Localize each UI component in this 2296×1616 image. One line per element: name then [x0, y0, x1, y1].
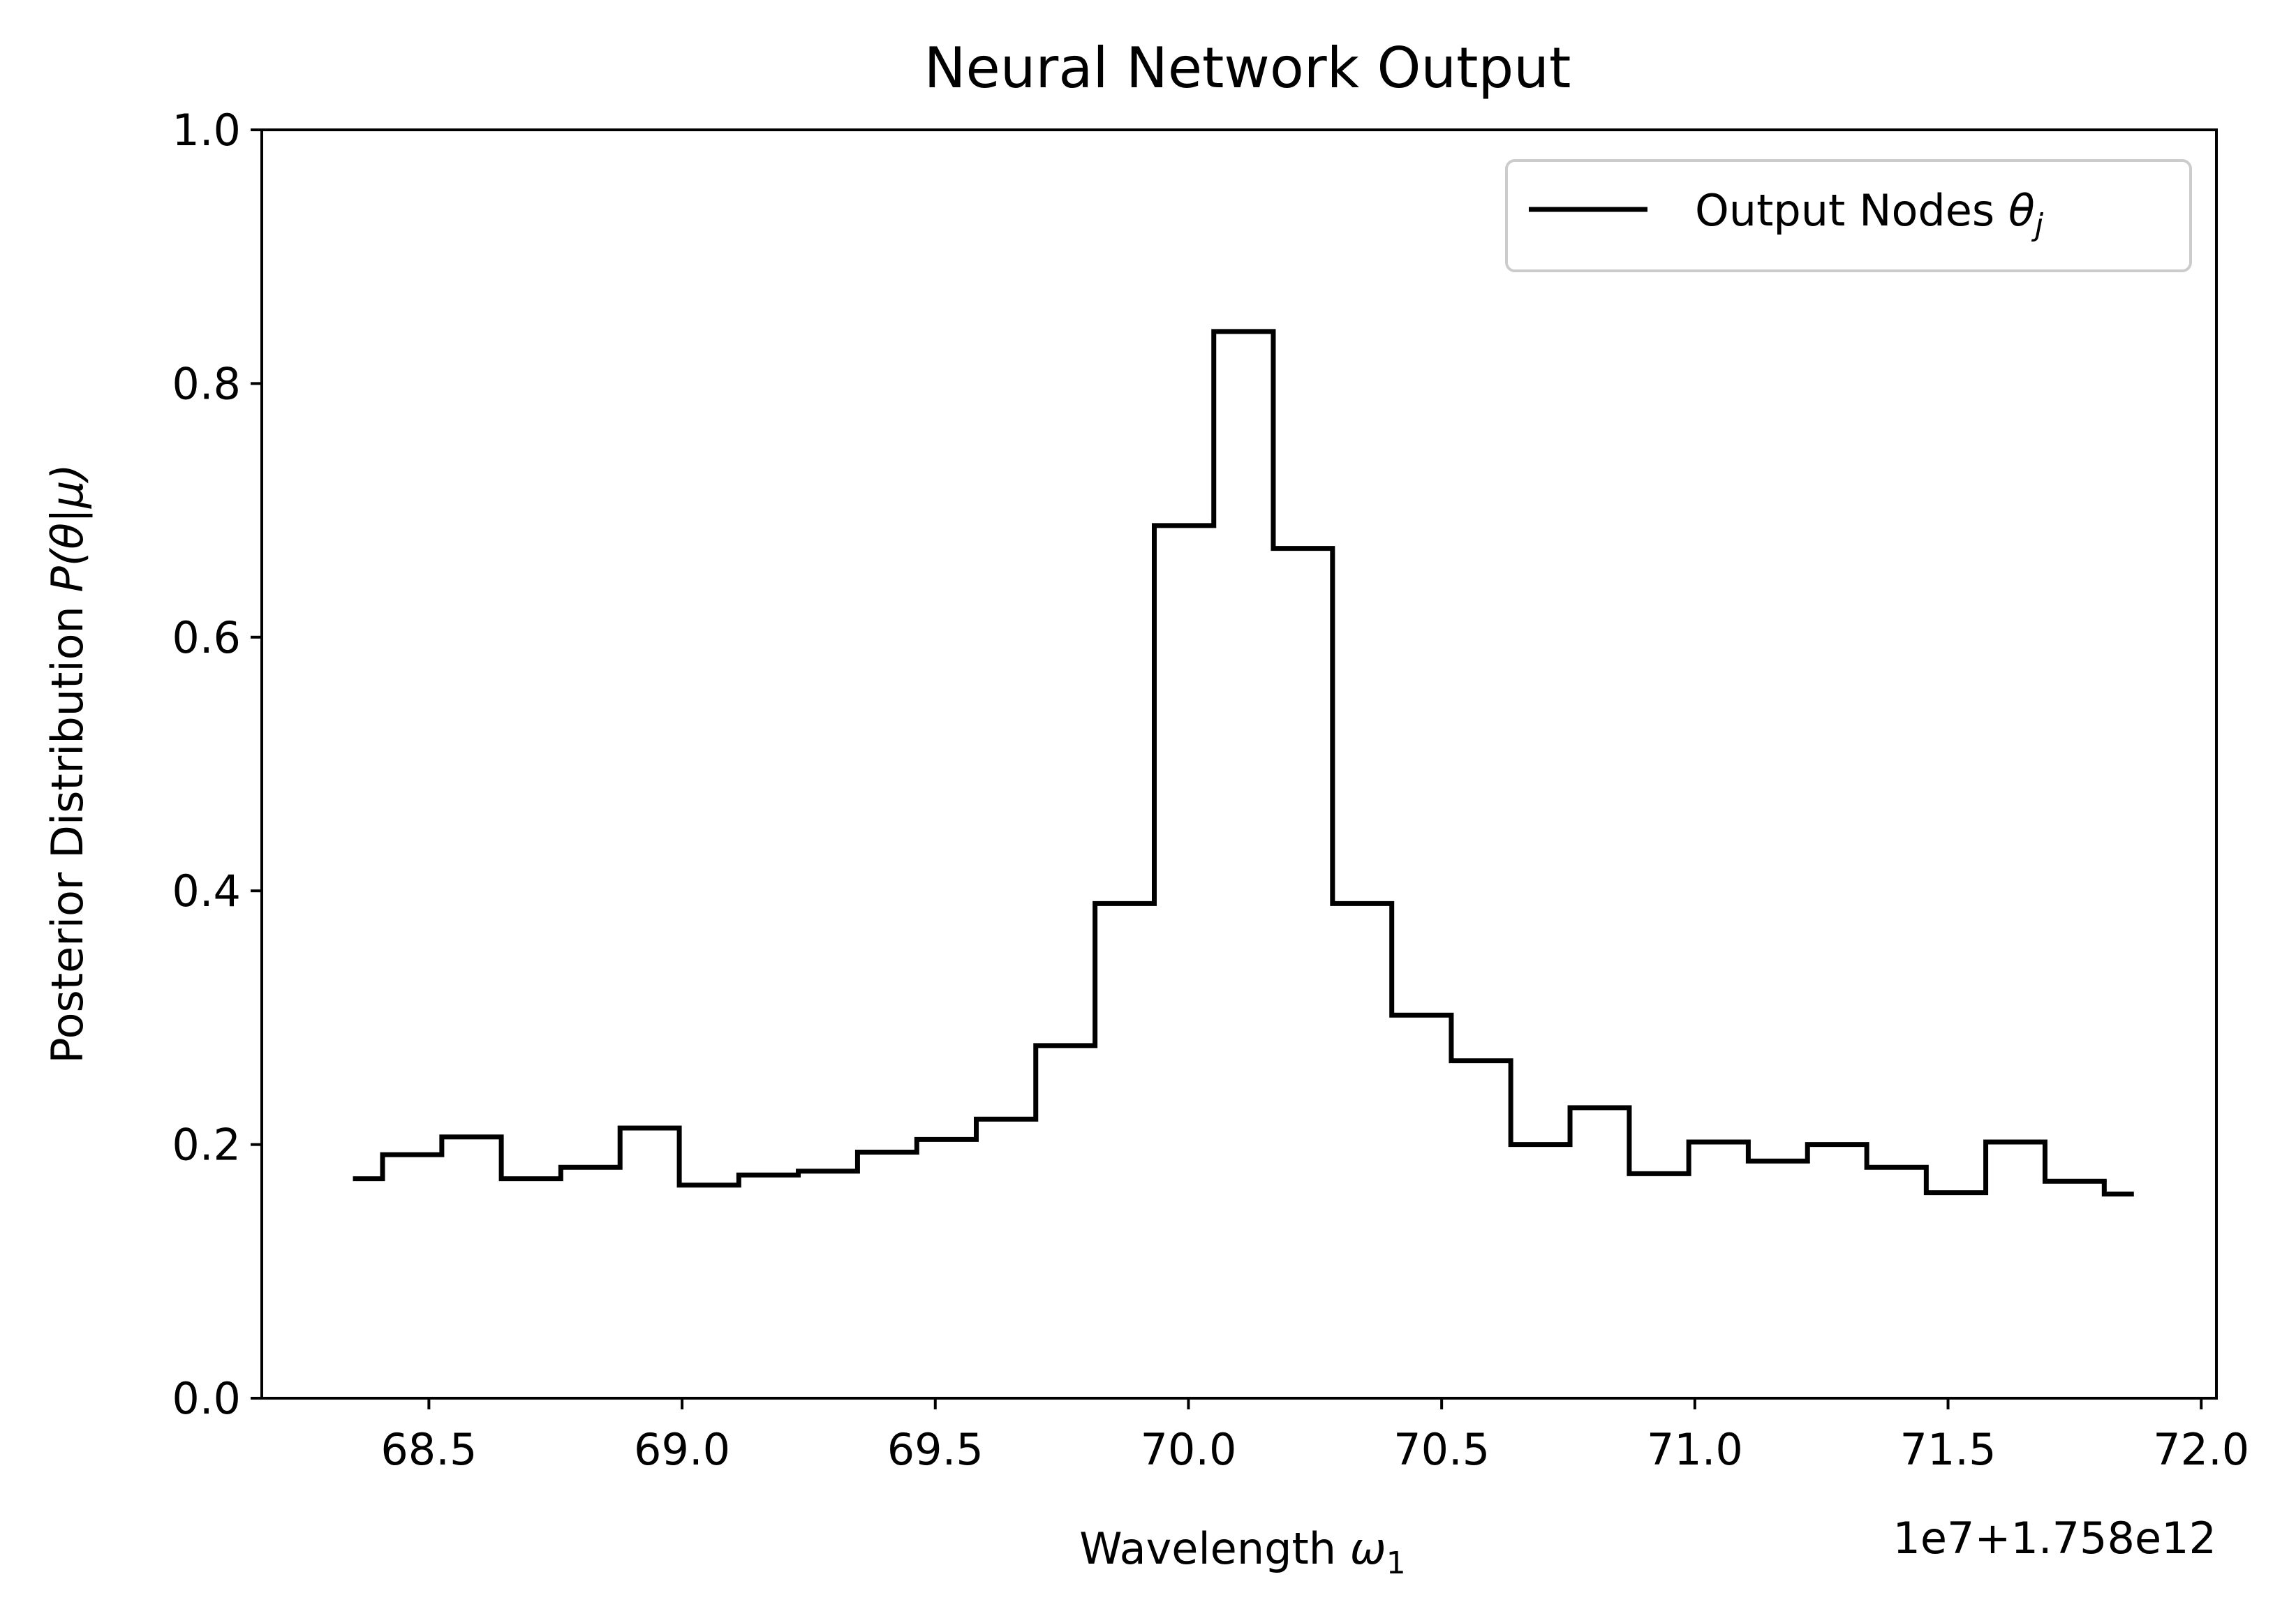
legend: Output Nodes θj — [1505, 159, 2192, 272]
x-axis-label-symbol: ω — [1350, 1523, 1386, 1574]
y-axis-ticks: 0.0 0.2 0.4 0.6 0.8 1.0 — [172, 105, 262, 1424]
x-axis-offset-text: 1e7+1.758e12 — [1893, 1513, 2216, 1564]
x-tick-label: 69.5 — [887, 1424, 984, 1475]
y-tick-label: 0.2 — [172, 1120, 241, 1171]
y-axis-label-main: Posterior Distribution — [42, 592, 93, 1063]
y-tick-label: 1.0 — [172, 105, 241, 156]
y-axis-label-symbol: P(θ|μ) — [42, 464, 94, 592]
x-tick-label: 68.5 — [380, 1424, 477, 1475]
x-axis-label-main: Wavelength — [1079, 1523, 1350, 1574]
x-tick-label: 69.0 — [634, 1424, 730, 1475]
x-tick-label: 71.5 — [1900, 1424, 1997, 1475]
x-axis-label: Wavelength ω1 — [1079, 1523, 1405, 1581]
y-tick-label: 0.8 — [172, 358, 241, 409]
series-line-output-nodes — [353, 329, 2134, 1196]
y-axis-label: Posterior Distribution P(θ|μ) — [42, 464, 94, 1063]
legend-entry-output-nodes: Output Nodes θj — [1695, 185, 2044, 243]
plot-area-frame — [260, 128, 2218, 1400]
x-axis-ticks: 68.5 69.0 69.5 70.0 70.5 71.0 71.5 72.0 — [380, 1398, 2249, 1475]
y-tick-label: 0.0 — [172, 1373, 241, 1424]
legend-label-subscript: j — [2031, 207, 2044, 243]
x-tick-label: 70.5 — [1393, 1424, 1490, 1475]
x-axis-label-subscript: 1 — [1386, 1545, 1406, 1581]
x-tick-label: 71.0 — [1647, 1424, 1743, 1475]
y-tick-label: 0.6 — [172, 612, 241, 663]
x-tick-label: 72.0 — [2153, 1424, 2249, 1475]
legend-label-main: Output Nodes — [1695, 185, 2008, 236]
legend-box — [1505, 159, 2192, 272]
legend-label-symbol: θ — [2008, 185, 2035, 236]
chart-title: Neural Network Output — [924, 36, 1571, 101]
x-tick-label: 70.0 — [1140, 1424, 1236, 1475]
y-tick-label: 0.4 — [172, 866, 241, 917]
